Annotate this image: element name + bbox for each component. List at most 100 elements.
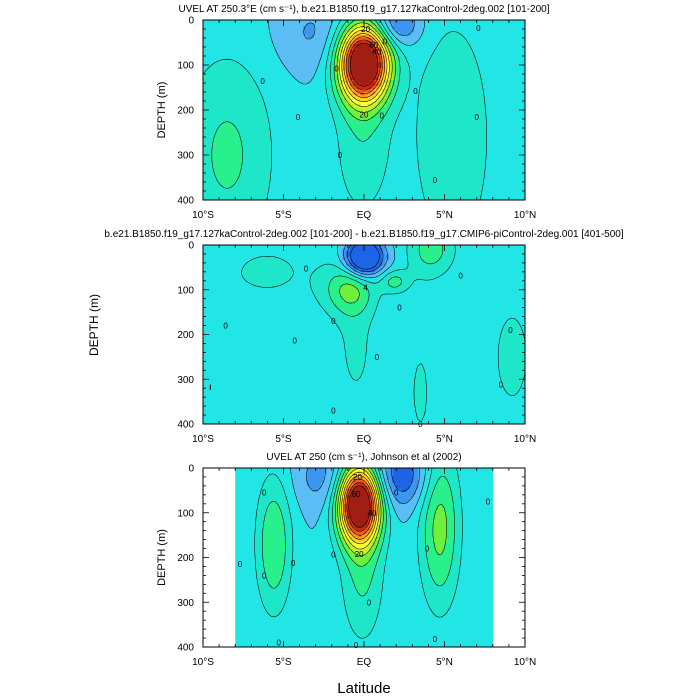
contour-cell [435, 20, 440, 24]
contour-cell [364, 119, 369, 123]
contour-cell [489, 38, 494, 42]
contour-cell [310, 152, 315, 156]
contour-cell [478, 80, 483, 84]
contour-cell [245, 182, 251, 186]
contour-cell [381, 98, 387, 102]
contour-cell [439, 44, 444, 48]
contour-cell [306, 128, 311, 132]
contour-cell [342, 101, 347, 105]
contour-cell [321, 170, 326, 174]
contour-cell [507, 110, 512, 114]
contour-cell [367, 83, 372, 87]
contour-cell [435, 182, 440, 186]
contour-cell [253, 68, 258, 72]
contour-cell [270, 152, 276, 156]
contour-cell [364, 38, 369, 42]
contour-cell [306, 113, 311, 117]
contour-cell [381, 89, 387, 93]
contour-cell [364, 86, 369, 90]
contour-cell [396, 122, 401, 126]
contour-cell [299, 41, 304, 45]
contour-cell [238, 38, 243, 42]
contour-cell [471, 155, 476, 159]
contour-cell [399, 26, 404, 30]
contour-cell [353, 137, 358, 141]
contour-cell [253, 176, 258, 180]
contour-cell [353, 179, 358, 183]
contour-cell [424, 146, 429, 150]
contour-cell [499, 77, 505, 81]
contour-cell [281, 56, 286, 60]
contour-cell [238, 32, 243, 36]
contour-cell [378, 146, 383, 150]
contour-cell [228, 65, 233, 69]
contour-cell [253, 74, 258, 78]
contour-cell [263, 164, 268, 168]
contour-cell [517, 182, 523, 186]
contour-cell [274, 104, 279, 108]
contour-cell [217, 56, 222, 60]
contour-cell [353, 170, 358, 174]
contour-cell [478, 182, 483, 186]
contour-cell [464, 89, 469, 93]
contour-cell [464, 164, 469, 168]
contour-cell [231, 74, 236, 78]
contour-cell [421, 95, 426, 99]
contour-cell [353, 146, 358, 150]
contour-cell [424, 23, 429, 27]
contour-cell [374, 50, 379, 54]
contour-cell [403, 110, 408, 114]
contour-cell [457, 77, 462, 81]
contour-cell [285, 62, 290, 66]
contour-cell [460, 35, 465, 39]
contour-cell [364, 65, 369, 69]
contour-cell [489, 167, 494, 171]
contour-cell [306, 161, 311, 165]
contour-cell [514, 164, 519, 168]
contour-cell [267, 86, 272, 90]
contour-cell [396, 56, 401, 60]
contour-cell [249, 86, 254, 90]
contour-cell [431, 176, 437, 180]
contour-cell [274, 173, 279, 177]
contour-cell [421, 131, 426, 135]
contour-cell [478, 152, 483, 156]
contour-cell [410, 71, 415, 75]
contour-cell [482, 35, 487, 39]
contour-cell [303, 131, 308, 135]
contour-cell [392, 86, 397, 90]
contour-cell [217, 137, 222, 141]
contour-cell [449, 62, 455, 66]
contour-cell [238, 98, 243, 102]
contour-cell [478, 32, 483, 36]
contour-cell [256, 23, 261, 27]
contour-cell [446, 110, 451, 114]
contour-cell [270, 167, 276, 171]
contour-cell [457, 137, 462, 141]
contour-cell [453, 119, 458, 123]
contour-cell [313, 170, 319, 174]
contour-cell [403, 116, 408, 120]
contour-cell [474, 98, 480, 102]
contour-cell [489, 104, 494, 108]
contour-cell [446, 125, 451, 129]
contour-cell [431, 71, 437, 75]
contour-cell [442, 137, 447, 141]
contour-cell [371, 80, 376, 84]
contour-cell [492, 137, 497, 141]
contour-cell [431, 119, 437, 123]
contour-cell [471, 59, 476, 63]
contour-cell [213, 38, 218, 42]
contour-cell [285, 59, 290, 63]
contour-cell [428, 95, 433, 99]
contour-cell [317, 122, 322, 126]
contour-cell [406, 35, 412, 39]
contour-cell [499, 95, 505, 99]
contour-cell [296, 89, 301, 93]
contour-cell [270, 125, 276, 129]
contour-cell [385, 128, 390, 132]
contour-cell [392, 134, 397, 138]
contour-cell [292, 113, 297, 117]
contour-cell [503, 20, 508, 24]
contour-cell [510, 74, 515, 78]
